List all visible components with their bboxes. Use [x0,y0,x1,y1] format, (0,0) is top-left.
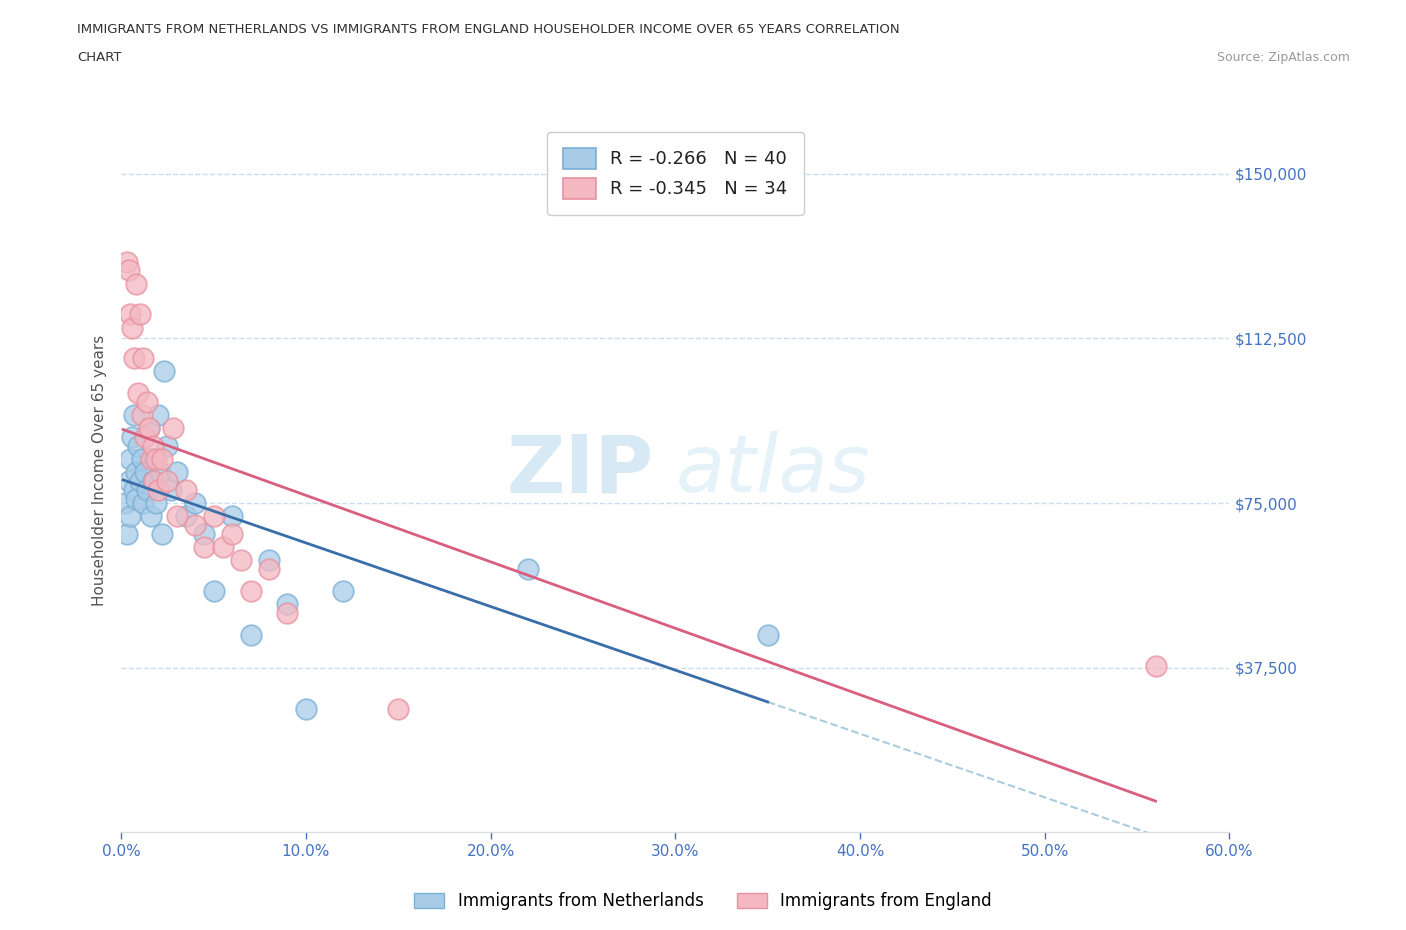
Point [150,526,173,541]
Point [136,483,159,498]
Point [125,276,148,291]
Point [174,483,197,498]
Point [221,526,243,541]
Point [122,351,145,365]
Point [211,539,233,554]
Point [756,628,779,643]
Point [120,452,142,467]
Point [122,483,145,498]
Point [231,552,253,567]
Point [120,307,142,322]
Point [193,526,215,541]
Point [166,509,188,524]
Point [174,509,197,524]
Point [131,452,153,467]
Point [143,473,166,488]
Point [121,320,143,335]
Point [117,263,139,278]
Point [138,421,160,436]
Point [131,408,153,423]
Point [117,473,139,488]
Point [146,408,169,423]
Point [193,539,215,554]
Point [221,509,243,524]
Point [143,452,166,467]
Text: Source: ZipAtlas.com: Source: ZipAtlas.com [1216,51,1350,64]
Point [138,421,160,436]
Point [156,473,179,488]
Point [202,583,225,598]
Point [239,628,262,643]
Text: IMMIGRANTS FROM NETHERLANDS VS IMMIGRANTS FROM ENGLAND HOUSEHOLDER INCOME OVER 6: IMMIGRANTS FROM NETHERLANDS VS IMMIGRANT… [77,23,900,36]
Point [134,430,156,445]
Point [150,452,173,467]
Legend: R = -0.266   N = 40, R = -0.345   N = 34: R = -0.266 N = 40, R = -0.345 N = 34 [547,131,804,215]
Point [257,562,280,577]
Legend: Immigrants from Netherlands, Immigrants from England: Immigrants from Netherlands, Immigrants … [408,885,998,917]
Point [516,562,538,577]
Point [239,583,262,598]
Point [332,583,354,598]
Point [136,394,159,409]
Point [276,605,298,620]
Point [134,465,156,480]
Point [160,483,183,498]
Point [139,509,162,524]
Point [145,452,167,467]
Point [122,408,145,423]
Point [156,439,179,454]
Point [152,364,174,379]
Point [142,473,165,488]
Point [184,496,207,511]
Point [142,439,165,454]
Point [132,351,155,365]
Point [295,702,318,717]
Text: atlas: atlas [675,432,870,510]
Point [162,421,184,436]
Point [114,496,136,511]
Point [145,496,167,511]
Point [125,465,148,480]
Point [184,518,207,533]
Point [132,496,155,511]
Point [1144,658,1167,673]
Point [127,386,149,401]
Point [276,597,298,612]
Point [387,702,409,717]
Point [166,465,188,480]
Point [127,439,149,454]
Point [202,509,225,524]
Point [128,307,150,322]
Y-axis label: Householder Income Over 65 years: Householder Income Over 65 years [93,335,107,605]
Point [115,526,138,541]
Point [146,483,169,498]
Point [125,491,148,506]
Point [120,509,142,524]
Point [128,473,150,488]
Text: CHART: CHART [77,51,122,64]
Text: ZIP: ZIP [506,432,654,510]
Point [257,552,280,567]
Point [139,452,162,467]
Point [121,430,143,445]
Point [149,465,172,480]
Point [115,254,138,269]
